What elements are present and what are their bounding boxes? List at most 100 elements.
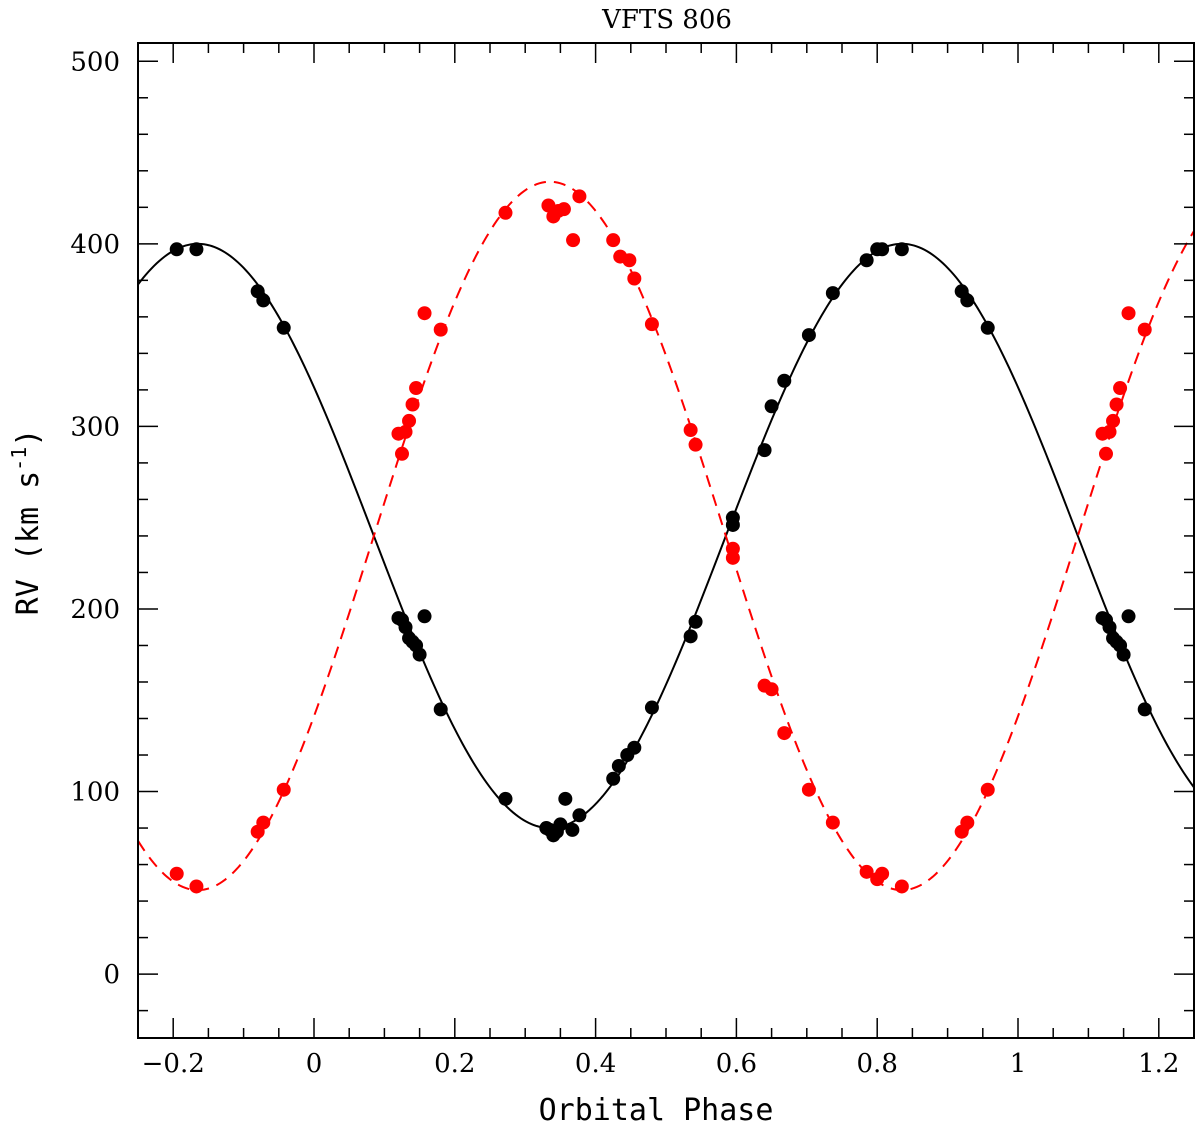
data-point-1: [1106, 413, 1121, 428]
y-axis-label: RV (km s-1): [7, 429, 46, 616]
x-tick-label: −0.2: [142, 1049, 205, 1079]
data-point-1: [395, 446, 409, 461]
data-point-0: [498, 791, 513, 806]
data-point-1: [1121, 306, 1136, 321]
data-point-1: [622, 253, 637, 268]
data-point-0: [644, 700, 659, 715]
data-point-0: [960, 293, 975, 308]
x-tick-label: 1: [1010, 1049, 1027, 1079]
data-point-0: [875, 242, 890, 257]
data-point-0: [565, 822, 580, 837]
y-axis-label-close: ): [11, 429, 46, 447]
data-point-0: [417, 609, 432, 624]
data-point-1: [801, 782, 816, 797]
y-tick-label: 500: [70, 47, 120, 77]
y-axis-label-exponent: -1: [7, 447, 31, 471]
data-point-0: [894, 242, 909, 257]
data-point-0: [572, 808, 587, 823]
data-point-0: [757, 443, 772, 458]
data-point-0: [256, 293, 271, 308]
data-point-1: [960, 815, 975, 830]
data-point-1: [825, 815, 840, 830]
data-point-0: [777, 373, 792, 388]
y-tick-label: 0: [103, 960, 120, 990]
data-point-0: [825, 286, 840, 301]
data-point-1: [1099, 446, 1113, 461]
data-point-0: [611, 758, 626, 773]
data-point-1: [417, 306, 432, 321]
data-point-0: [1137, 702, 1152, 717]
x-tick-label: 0.8: [857, 1049, 898, 1079]
data-point-0: [1121, 609, 1136, 624]
x-tick-label: 0.4: [575, 1049, 616, 1079]
y-tick-label: 400: [70, 230, 120, 260]
data-point-0: [1116, 647, 1131, 662]
y-axis: 0 100 200 300 400 500: [70, 47, 1194, 1012]
y-tick-label: 300: [70, 412, 120, 442]
data-point-1: [1102, 424, 1117, 439]
data-point-1: [276, 782, 291, 797]
data-point-1: [433, 322, 448, 337]
data-point-0: [764, 399, 779, 414]
data-point-0: [169, 242, 184, 257]
data-point-1: [764, 682, 779, 697]
data-point-1: [980, 782, 995, 797]
data-point-0: [189, 242, 204, 257]
data-point-1: [894, 879, 909, 894]
series-layer: [138, 180, 1194, 894]
x-tick-label: 1.2: [1138, 1049, 1179, 1079]
data-point-1: [256, 815, 271, 830]
data-point-1: [556, 202, 571, 217]
data-point-1: [606, 233, 621, 248]
data-point-0: [276, 320, 291, 335]
data-point-1: [1113, 381, 1128, 396]
data-point-1: [683, 423, 698, 438]
data-point-0: [688, 614, 703, 629]
data-point-1: [688, 437, 703, 452]
x-tick-label: 0.6: [716, 1049, 757, 1079]
x-tick-label: 0.2: [434, 1049, 475, 1079]
x-axis-label: Orbital Phase: [539, 1093, 774, 1124]
data-point-0: [433, 702, 448, 717]
data-point-0: [725, 510, 740, 525]
data-point-1: [859, 864, 874, 879]
data-point-1: [1137, 322, 1152, 337]
data-point-1: [1109, 397, 1124, 412]
x-axis: −0.2 0 0.2 0.4 0.6 0.8 1 1.2: [137, 43, 1195, 1079]
x-tick-label: 0: [306, 1049, 323, 1079]
data-point-0: [553, 817, 568, 832]
data-point-0: [558, 791, 573, 806]
data-point-1: [405, 397, 420, 412]
data-point-1: [169, 866, 184, 881]
data-point-0: [627, 740, 642, 755]
data-point-0: [398, 620, 413, 635]
data-point-0: [412, 647, 427, 662]
data-point-1: [498, 205, 513, 220]
data-point-0: [980, 320, 995, 335]
y-tick-label: 200: [70, 595, 120, 625]
data-point-0: [1102, 620, 1117, 635]
chart-title: VFTS 806: [601, 5, 732, 35]
data-point-1: [409, 381, 424, 396]
data-point-1: [572, 189, 587, 204]
data-point-1: [566, 233, 581, 248]
plot-area: [138, 180, 1194, 894]
y-axis-label-main: RV (km s: [11, 471, 46, 616]
data-point-0: [801, 328, 816, 343]
y-tick-label: 100: [70, 778, 120, 808]
data-point-1: [398, 424, 413, 439]
data-point-0: [683, 629, 698, 644]
data-point-0: [606, 771, 621, 786]
fit-curve-0: [138, 242, 1194, 830]
data-point-1: [725, 550, 740, 565]
data-point-1: [402, 413, 417, 428]
data-point-1: [777, 726, 792, 741]
plot-frame: [137, 42, 1195, 1039]
data-point-1: [627, 271, 642, 286]
data-point-0: [859, 253, 874, 268]
data-point-1: [644, 317, 659, 332]
data-point-1: [189, 879, 204, 894]
data-point-1: [875, 866, 890, 881]
fit-curve-1: [138, 180, 1194, 892]
